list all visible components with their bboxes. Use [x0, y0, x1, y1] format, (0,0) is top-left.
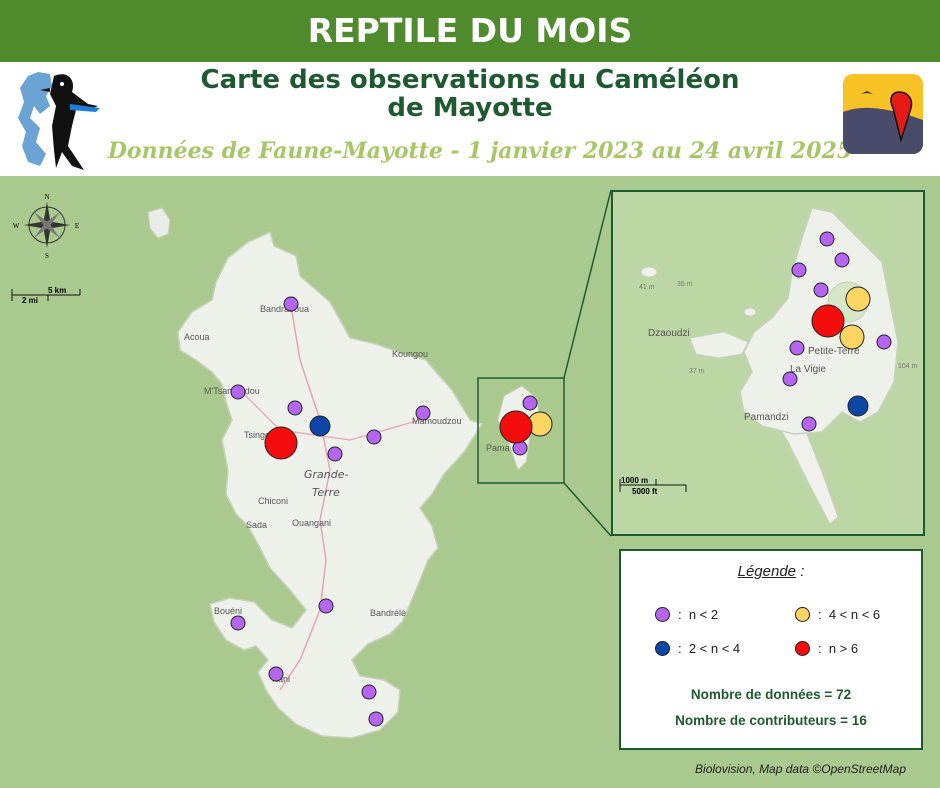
- marker-n-lt-2: [318, 598, 334, 614]
- marker-n-2-4: [309, 415, 331, 437]
- legend-item-n-lt-2: : n < 2: [655, 607, 718, 622]
- inset-marker-n-gt-6: [811, 304, 845, 338]
- scale-km: 5 km: [48, 286, 66, 295]
- scale-mi: 2 mi: [22, 296, 38, 305]
- place-boueni: Bouéni: [214, 606, 242, 616]
- marker-n-lt-2: [361, 684, 377, 700]
- map-subtitle: Données de Faune-Mayotte - 1 janvier 202…: [107, 138, 853, 164]
- map-title: Carte des observations du Caméléon de Ma…: [140, 66, 800, 122]
- place-grande-terre-1: Grande-: [304, 468, 349, 481]
- place-mamoudzou: Mamoudzou: [412, 416, 462, 426]
- bird-logo-icon: [18, 72, 100, 170]
- inset-marker-n-lt-2: [813, 282, 829, 298]
- compass-n: N: [44, 193, 49, 201]
- place-tsingoni: Tsingoni: [244, 430, 277, 440]
- marker-n-gt-6: [264, 426, 298, 460]
- place-sada: Sada: [246, 520, 267, 530]
- legend-label-n-lt-2: n < 2: [688, 607, 719, 622]
- place-bandrele: Bandrélé: [370, 608, 406, 618]
- legend-swatch-blue: [655, 641, 670, 656]
- compass-w: W: [13, 222, 20, 230]
- legend-title: Légende :: [621, 563, 921, 580]
- marker-n-lt-2: [368, 711, 384, 727]
- grande-terre-island: [177, 230, 484, 739]
- inset-marker-n-lt-2: [819, 231, 835, 247]
- place-pamandzi-small: Pama: [486, 443, 510, 453]
- marker-n-lt-2: [230, 384, 246, 400]
- legend-label: : 2 < n < 4: [678, 641, 741, 656]
- place-ouangani: Ouangani: [292, 518, 331, 528]
- legend-swatch-yellow: [795, 607, 810, 622]
- legend-label-n-gt-6: n > 6: [828, 641, 859, 656]
- title-line1: Carte des observations du Caméléon: [200, 65, 740, 95]
- inset-elev-41: 41 m: [639, 284, 655, 291]
- marker-n-lt-2: [268, 666, 284, 682]
- inset-elev-37: 37 m: [689, 368, 705, 375]
- legend-title-colon: :: [796, 563, 805, 580]
- inset-marker-n-lt-2: [789, 340, 805, 356]
- inset-marker-n-4-6: [845, 286, 871, 312]
- inset-marker-n-2-4: [847, 395, 869, 417]
- inset-scale-ft: 5000 ft: [632, 487, 658, 496]
- marker-n-lt-2: [283, 296, 299, 312]
- inset-marker-n-4-6: [839, 324, 865, 350]
- inset-place-petite-terre: Petite-Terre: [808, 346, 860, 357]
- legend-swatch-red: [795, 641, 810, 656]
- place-koungou: Koungou: [392, 349, 428, 359]
- inset-marker-n-lt-2: [782, 371, 798, 387]
- faune-logo-icon: [843, 74, 923, 154]
- legend-label: : n > 6: [818, 641, 859, 656]
- legend-item-n-4-6: : 4 < n < 6: [795, 607, 880, 622]
- marker-n-lt-2: [230, 615, 246, 631]
- marker-n-gt-6: [499, 410, 533, 444]
- compass-s: S: [45, 252, 49, 260]
- legend-label: : 4 < n < 6: [818, 607, 881, 622]
- marker-n-lt-2: [366, 429, 382, 445]
- legend-box: Légende : : n < 2 : 4 < n < 6 : 2 < n < …: [619, 549, 923, 750]
- inset-place-dzaoudzi: Dzaoudzi: [648, 328, 690, 339]
- marker-n-lt-2: [415, 405, 431, 421]
- legend-item-n-2-4: : 2 < n < 4: [655, 641, 740, 656]
- inset-scale-bar: 1000 m 5000 ft: [619, 476, 687, 496]
- inset-marker-n-lt-2: [834, 252, 850, 268]
- place-chiconi: Chiconi: [258, 496, 288, 506]
- marker-n-lt-2: [287, 400, 303, 416]
- main-scale-bar: 5 km 2 mi: [11, 286, 81, 305]
- legend-label: : n < 2: [678, 607, 719, 622]
- legend-item-n-gt-6: : n > 6: [795, 641, 858, 656]
- inset-marker-n-lt-2: [801, 416, 817, 432]
- inset-place-pamandzi: Pamandzi: [744, 412, 788, 423]
- inset-elev-35: 35 m: [677, 281, 693, 288]
- legend-label-n-2-4: 2 < n < 4: [688, 641, 741, 656]
- place-grande-terre-2: Terre: [312, 486, 340, 499]
- title-line2: de Mayotte: [387, 93, 553, 123]
- compass-e: E: [75, 222, 79, 230]
- inset-elev-104: 104 m: [898, 363, 918, 370]
- stat-nb-donnees: Nombre de données = 72: [690, 687, 852, 702]
- compass-rose-icon: N S E W: [13, 193, 79, 260]
- legend-swatch-purple: [655, 607, 670, 622]
- marker-n-lt-2: [327, 446, 343, 462]
- inset-zoom-frame: [477, 377, 565, 484]
- inset-marker-n-lt-2: [876, 334, 892, 350]
- inset-map-petite-terre: Dzaoudzi La Vigie Pamandzi Petite-Terre …: [611, 190, 925, 536]
- banner: REPTILE DU MOIS: [0, 0, 940, 62]
- stat-nb-contributeurs: Nombre de contributeurs = 16: [675, 713, 867, 728]
- legend-label-n-4-6: 4 < n < 6: [828, 607, 881, 622]
- marker-n-lt-2: [522, 395, 538, 411]
- legend-title-text: Légende: [737, 563, 797, 580]
- map-credit: Biolovision, Map data ©OpenStreetMap: [695, 762, 906, 776]
- header: Carte des observations du Caméléon de Ma…: [0, 62, 940, 176]
- place-bandraboua: Bandraboua: [260, 304, 309, 314]
- place-acoua: Acoua: [184, 332, 210, 342]
- inset-marker-n-lt-2: [791, 262, 807, 278]
- inset-place-la-vigie: La Vigie: [790, 364, 826, 375]
- inset-scale-m: 1000 m: [621, 476, 648, 485]
